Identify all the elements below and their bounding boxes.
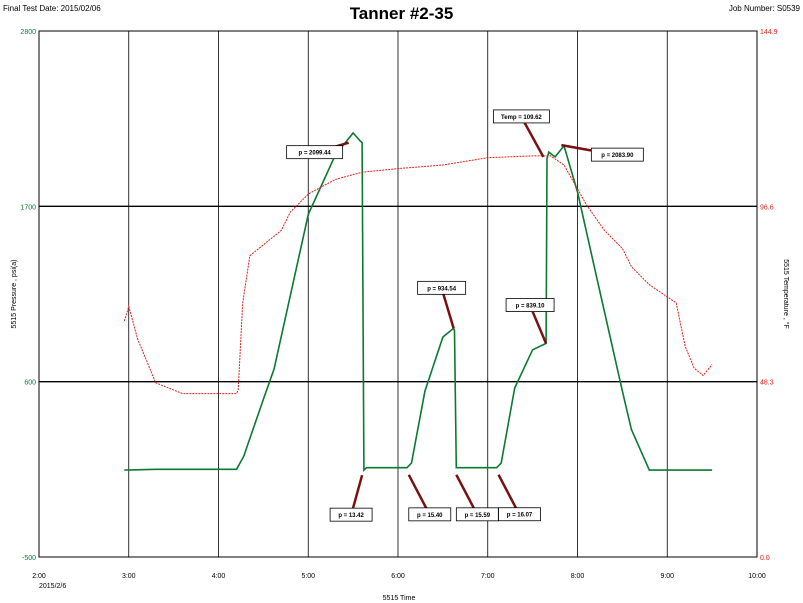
annotation-callout: p = 15.40	[407, 474, 452, 522]
y-left-tick-label: 2800	[20, 29, 36, 36]
test-date: Final Test Date: 2015/02/06	[3, 4, 101, 13]
x-tick-label: 3:00	[122, 573, 136, 580]
annotation-label: p = 2099.44	[299, 151, 332, 157]
job-number: Job Number: S0539	[728, 4, 800, 13]
annotation-callout: p = 16.07	[497, 474, 541, 522]
x-tick-label: 6:00	[391, 573, 405, 580]
y-left-tick-label: 1700	[20, 204, 36, 211]
annotation-callout: p = 839.10	[505, 298, 555, 345]
tick-labels: 2:00 3:00 4:00 5:00 6:00 7:00 8:00 9:00 10:00 280…	[20, 29, 777, 580]
annotation-label: p = 13.42	[338, 513, 364, 519]
annotation-callout: p = 2083.90	[561, 143, 644, 162]
annotation-label: p = 16.07	[507, 513, 533, 519]
x-tick-label: 8:00	[571, 573, 585, 580]
y-right-tick-label: 48.3	[760, 380, 774, 387]
annotation-callout: p = 13.42	[329, 474, 373, 522]
annotation-box	[329, 507, 373, 522]
x-tick-label: 4:00	[212, 573, 226, 580]
annotation-box	[417, 280, 467, 295]
annotation-label: Temp = 109.62	[501, 115, 542, 121]
x-tick-label: 10:00	[748, 573, 766, 580]
y-left-tick-label: 600	[24, 380, 36, 387]
series-lines	[123, 131, 713, 472]
annotation-label: p = 2083.90	[601, 153, 634, 159]
annotation-arrow	[520, 116, 545, 158]
pressure-series-line	[124, 131, 713, 472]
y-right-tick-label: 0.0	[760, 555, 770, 562]
annotation-box	[408, 507, 452, 522]
annotation-box	[505, 298, 555, 312]
chart-title: Tanner #2-35	[349, 4, 454, 23]
x-axis-label: 5515 Time	[383, 595, 416, 602]
y-right-axis-label: 5515 Temperature , °F	[782, 259, 790, 329]
annotation-box	[492, 109, 550, 124]
annotation-box	[590, 147, 644, 162]
grid-lines	[38, 30, 758, 558]
annotation-callout: p = 15.59	[455, 474, 499, 522]
annotation-box	[286, 145, 344, 160]
annotation-box	[498, 507, 541, 522]
annotation-arrow	[440, 287, 455, 329]
annotation-callout: Temp = 109.62	[492, 109, 550, 158]
x-tick-label: 2:00	[32, 573, 46, 580]
x-tick-label: 5:00	[301, 573, 315, 580]
x-tick-label: 7:00	[481, 573, 495, 580]
temperature-series-line	[123, 155, 713, 395]
annotations: p = 2099.44 Temp = 109.62 p = 2083.90 p = 9…	[286, 109, 644, 522]
y-left-tick-label: -500	[22, 555, 36, 562]
annotation-callout: p = 934.54	[417, 280, 467, 329]
annotation-label: p = 839.10	[516, 304, 546, 310]
annotation-label: p = 934.54	[427, 286, 457, 292]
annotation-callout: p = 2099.44	[286, 141, 349, 160]
annotation-label: p = 15.59	[465, 513, 491, 519]
x-tick-label: 9:00	[660, 573, 674, 580]
x-date-label: 2015/2/6	[39, 583, 66, 590]
y-left-axis-label: 5515 Pressure , psi(a)	[11, 260, 18, 329]
y-right-tick-label: 144.9	[760, 29, 778, 36]
y-right-tick-label: 96.6	[760, 204, 774, 211]
annotation-label: p = 15.40	[417, 513, 443, 519]
